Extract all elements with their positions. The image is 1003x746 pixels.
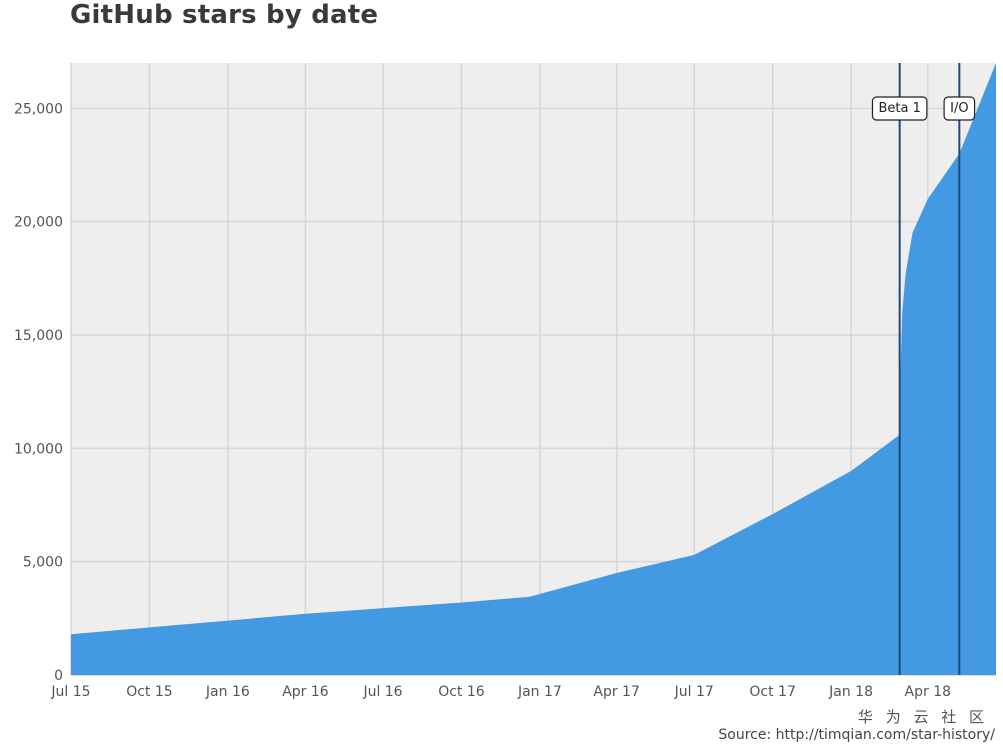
- x-tick-label: Jul 16: [362, 684, 402, 700]
- stars-area-series: [71, 63, 996, 675]
- x-tick-label: Jan 17: [517, 684, 562, 700]
- watermark-text: 华 为 云 社 区: [858, 708, 988, 726]
- annotation-box: [943, 96, 976, 121]
- chart-title: GitHub stars by date: [70, 0, 379, 30]
- annotation-label: I/O: [950, 101, 968, 116]
- y-tick-label: 0: [54, 668, 63, 684]
- release-annotations: Beta 1 I/O: [871, 63, 976, 675]
- y-tick-label: 20,000: [14, 215, 63, 231]
- x-tick-label: Apr 17: [593, 684, 639, 700]
- y-axis-ticks: 0 5,000 10,000 15,000 20,000 25,000: [14, 101, 63, 684]
- y-tick-label: 5,000: [23, 555, 63, 571]
- x-tick-label: Oct 17: [749, 684, 795, 700]
- x-tick-label: Oct 16: [438, 684, 485, 700]
- x-tick-label: Oct 15: [126, 684, 172, 700]
- x-tick-label: Apr 16: [282, 684, 329, 700]
- x-tick-label: Jan 16: [205, 684, 250, 700]
- annotation-label: Beta 1: [878, 101, 920, 116]
- y-tick-label: 15,000: [14, 328, 63, 344]
- x-axis-ticks: Jul 15 Oct 15 Jan 16 Apr 16 Jul 16 Oct 16 Jan …: [50, 684, 951, 700]
- x-tick-label: Jul 17: [674, 684, 714, 700]
- y-tick-label: 25,000: [14, 101, 63, 117]
- y-tick-label: 10,000: [14, 441, 63, 457]
- x-tick-label: Apr 18: [905, 684, 951, 700]
- x-tick-label: Jan 18: [828, 684, 873, 700]
- annotation-box: [871, 96, 928, 121]
- source-caption: Source: http://timqian.com/star-history/: [718, 727, 995, 743]
- x-tick-label: Jul 15: [50, 684, 90, 700]
